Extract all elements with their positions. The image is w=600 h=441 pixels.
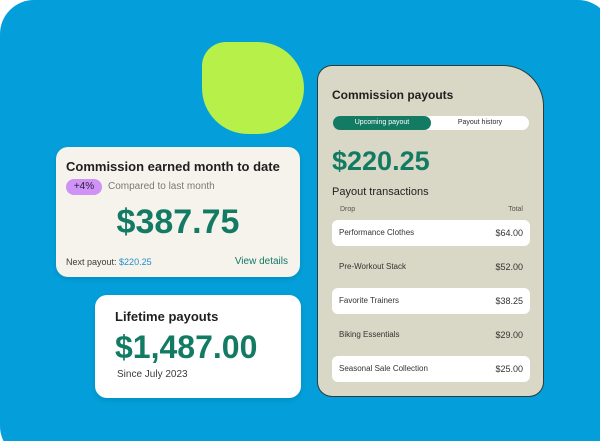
lifetime-amount: $1,487.00 xyxy=(115,329,258,365)
transactions-heading: Payout transactions xyxy=(332,186,429,198)
transaction-drop: Seasonal Sale Collection xyxy=(339,364,428,373)
view-details-link[interactable]: View details xyxy=(234,256,288,267)
transaction-row[interactable]: Seasonal Sale Collection $25.00 xyxy=(332,356,530,382)
compare-text: Compared to last month xyxy=(108,181,215,192)
month-amount: $387.75 xyxy=(116,203,240,241)
transaction-total: $38.25 xyxy=(495,296,523,306)
decorative-blob xyxy=(202,42,304,134)
transaction-total: $25.00 xyxy=(495,364,523,374)
month-card-title: Commission earned month to date xyxy=(66,159,280,174)
transaction-drop: Favorite Trainers xyxy=(339,296,400,305)
transaction-drop: Performance Clothes xyxy=(339,228,415,237)
transaction-row[interactable]: Performance Clothes $64.00 xyxy=(332,220,530,246)
transaction-drop: Biking Essentials xyxy=(339,330,400,339)
lifetime-title: Lifetime payouts xyxy=(115,309,219,324)
transaction-drop: Pre-Workout Stack xyxy=(339,262,406,271)
transaction-row[interactable]: Biking Essentials $29.00 xyxy=(332,322,530,348)
next-payout-label: Next payout: xyxy=(66,257,117,267)
column-header-total: Total xyxy=(508,206,523,213)
month-to-date-card: Commission earned month to date +4% Comp… xyxy=(56,147,300,277)
payout-tab-toggle: Upcoming payout Payout history xyxy=(333,116,529,130)
commission-payouts-panel: Commission payouts Upcoming payout Payou… xyxy=(318,66,543,396)
lifetime-payouts-card: Lifetime payouts $1,487.00 Since July 20… xyxy=(95,295,301,398)
lifetime-since: Since July 2023 xyxy=(117,369,188,380)
transaction-total: $64.00 xyxy=(495,228,523,238)
upcoming-amount: $220.25 xyxy=(332,146,430,176)
transaction-total: $52.00 xyxy=(495,262,523,272)
transaction-row[interactable]: Pre-Workout Stack $52.00 xyxy=(332,254,530,280)
panel-title: Commission payouts xyxy=(332,88,454,102)
transaction-row[interactable]: Favorite Trainers $38.25 xyxy=(332,288,530,314)
tab-payout-history[interactable]: Payout history xyxy=(457,119,503,126)
growth-badge: +4% xyxy=(66,179,102,195)
transaction-total: $29.00 xyxy=(495,330,523,340)
tab-upcoming-payout[interactable]: Upcoming payout xyxy=(333,116,431,130)
transactions-list: Performance Clothes $64.00 Pre-Workout S… xyxy=(332,220,530,390)
next-payout-value: $220.25 xyxy=(119,257,152,267)
next-payout: Next payout: $220.25 xyxy=(66,257,152,267)
column-header-drop: Drop xyxy=(340,206,356,213)
